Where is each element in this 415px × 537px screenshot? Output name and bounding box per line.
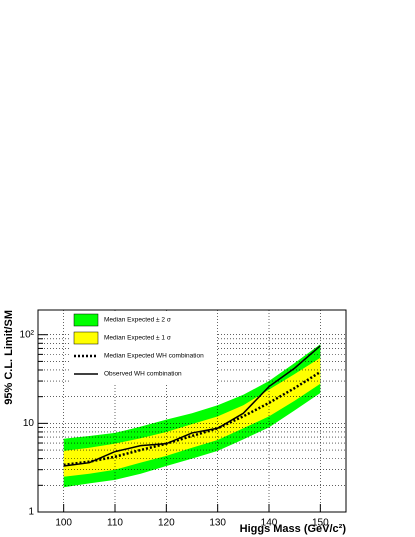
y-tick-label: 1	[28, 507, 34, 518]
limit-line	[63, 345, 321, 467]
y-tick-label: 10	[23, 418, 35, 429]
y-tick-label: 10²	[20, 329, 35, 340]
x-tick-label: 110	[107, 518, 123, 529]
x-axis-label: Higgs Mass (GeV/c²)	[240, 523, 347, 535]
y-axis-label: 95% C.L. Limit/SM	[3, 310, 15, 405]
legend-label: Observed WH combination	[104, 371, 182, 378]
x-tick-label: 120	[158, 518, 175, 529]
x-tick-label: 130	[209, 518, 226, 529]
sigma-band	[63, 357, 321, 477]
x-tick-label: 150	[312, 518, 329, 529]
legend-swatch	[73, 313, 99, 327]
legend-label: Median Expected ± 1 σ	[104, 335, 171, 342]
legend-swatch	[73, 331, 99, 345]
x-tick-label: 140	[261, 518, 278, 529]
limit-line	[63, 370, 321, 467]
legend-label: Median Expected WH combination	[104, 353, 204, 360]
x-tick-label: 100	[55, 518, 72, 529]
legend-label: Median Expected ± 2 σ	[104, 317, 171, 324]
plot-frame	[37, 309, 347, 513]
